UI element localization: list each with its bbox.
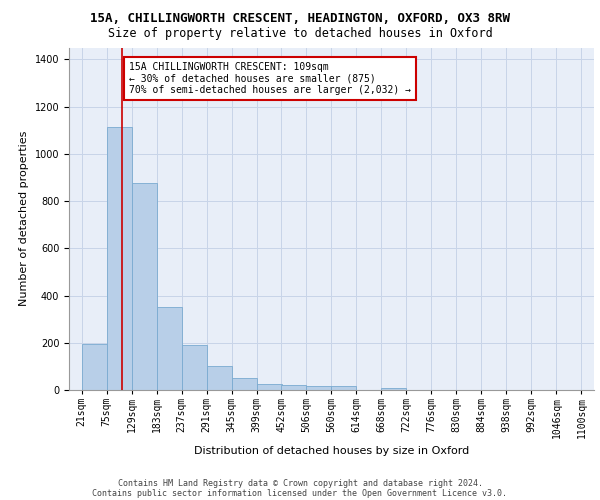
Bar <box>82 344 107 390</box>
Text: 15A, CHILLINGWORTH CRESCENT, HEADINGTON, OXFORD, OX3 8RW: 15A, CHILLINGWORTH CRESCENT, HEADINGTON,… <box>90 12 510 26</box>
Bar <box>257 384 281 390</box>
Bar <box>107 126 131 390</box>
Bar <box>306 386 331 390</box>
Bar <box>331 386 356 390</box>
Bar <box>206 366 232 390</box>
Text: 15A CHILLINGWORTH CRESCENT: 109sqm
← 30% of detached houses are smaller (875)
70: 15A CHILLINGWORTH CRESCENT: 109sqm ← 30%… <box>129 62 411 95</box>
Text: Contains public sector information licensed under the Open Government Licence v3: Contains public sector information licen… <box>92 488 508 498</box>
Bar <box>157 308 182 390</box>
X-axis label: Distribution of detached houses by size in Oxford: Distribution of detached houses by size … <box>194 446 469 456</box>
Bar <box>382 388 406 390</box>
Bar <box>281 386 306 390</box>
Text: Size of property relative to detached houses in Oxford: Size of property relative to detached ho… <box>107 28 493 40</box>
Y-axis label: Number of detached properties: Number of detached properties <box>19 131 29 306</box>
Bar <box>182 345 206 390</box>
Text: Contains HM Land Registry data © Crown copyright and database right 2024.: Contains HM Land Registry data © Crown c… <box>118 478 482 488</box>
Bar <box>232 378 257 390</box>
Bar <box>131 184 157 390</box>
